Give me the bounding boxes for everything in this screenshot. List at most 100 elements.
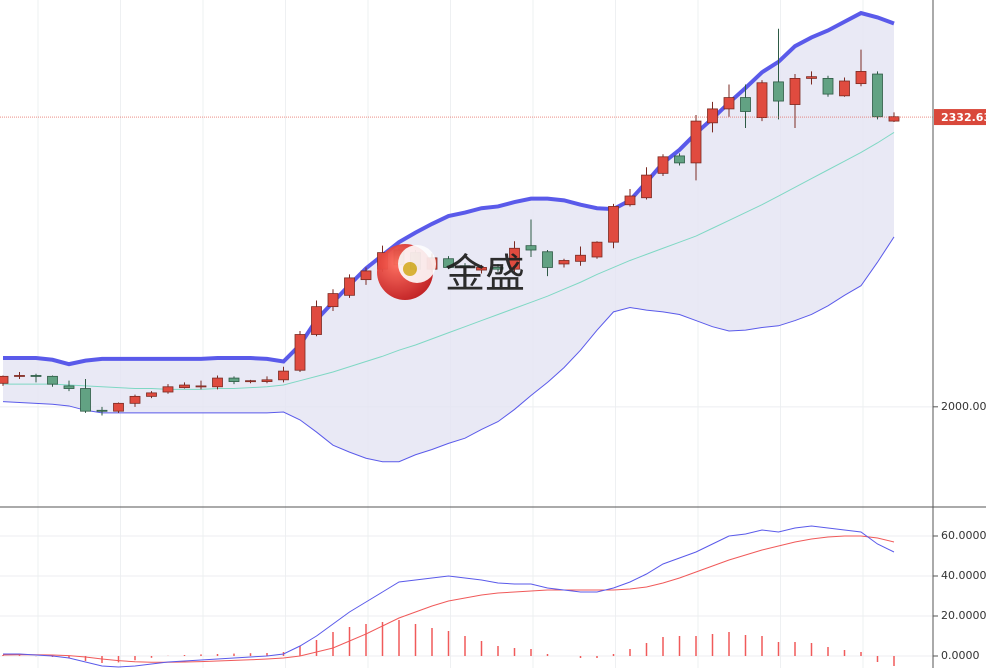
y-tick-label: 20.0000 [941,609,986,622]
histogram-bar [2,655,4,656]
last-price-label: 2332.630 [941,111,986,124]
histogram-bar [480,641,483,656]
candle-body [839,80,850,97]
histogram-bar [777,642,780,656]
histogram-bar [827,647,829,656]
candle-body [657,156,669,174]
histogram-bar [876,656,879,662]
candle-body [294,334,306,371]
histogram-bar [530,649,532,656]
candle-body [591,241,603,258]
histogram-bar [678,636,681,656]
logo-ball [403,262,417,276]
plot-area [0,10,933,668]
candle-body [542,251,553,268]
histogram-bar [579,656,582,658]
band-fill [3,13,894,462]
candle-body [261,379,273,382]
candle-body [575,254,586,262]
candle-body [47,375,58,385]
candle-body [674,155,685,164]
candle-body [723,97,735,110]
histogram-bar [860,652,862,656]
candle-body [245,380,256,383]
candle-body [113,402,124,412]
watermark-text: 金盛 [445,251,525,297]
candle-body [509,247,520,270]
histogram-bar [233,653,235,656]
candle-body [641,174,652,199]
histogram-bar [447,631,450,656]
candle-body [872,73,883,118]
histogram-bar [645,643,648,656]
candle-body [624,195,636,206]
y-tick-label: 60.0000 [941,529,986,542]
candle-body [690,120,702,164]
candle-body [608,206,619,243]
histogram-bar [794,642,796,656]
histogram-bar [893,656,895,666]
histogram-bar [728,632,730,656]
histogram-bar [134,656,136,661]
candle-body [476,267,487,271]
candle-body [789,78,801,105]
candle-body [806,76,817,79]
histogram-bar [596,656,598,658]
candle-body [146,392,157,397]
candle-body [344,277,355,296]
candle-body [228,377,240,382]
histogram-bar [810,643,813,656]
histogram-bar [398,620,400,656]
histogram-bar [414,624,417,656]
candle-body [212,377,223,388]
candle-body [773,81,784,102]
histogram-bar [183,655,186,656]
candle-body [179,384,190,389]
histogram-bar [612,654,615,656]
histogram-bar [200,654,202,656]
candle-body [63,385,75,389]
histogram-bar [249,653,252,656]
histogram-bar [629,649,631,656]
y-tick-label: 40.0000 [941,569,986,582]
candle-body [195,385,207,388]
histogram-bar [216,654,219,656]
histogram-bar [546,654,549,656]
lower-band [2,236,895,463]
last-price-box [934,109,986,126]
histogram-bar [464,636,466,656]
candle-body [756,82,768,119]
histogram-bar [68,656,70,659]
histogram-bar [711,634,714,656]
histogram-bar [744,635,747,656]
candle-body [740,97,751,112]
histogram-bar [299,646,301,656]
histogram-bar [513,648,516,656]
histogram-bar [381,622,384,656]
histogram-bar [266,653,268,656]
signal-line [2,535,895,663]
histogram-bar [365,624,367,656]
histogram-bar [117,656,120,663]
candle-body [80,388,91,412]
watermark: 金盛 [377,244,525,300]
candle-body [492,267,504,270]
candle-body [459,265,471,268]
candle-body [443,258,454,268]
macd-line [3,525,895,668]
axis: 2000.00 2332.630 0.0000 20.0000 40.0000 60.00… [933,109,986,662]
middle-band [3,131,895,390]
candle-body [360,270,372,281]
grid [0,0,933,668]
candle-body [855,71,867,85]
histogram-bar [662,637,664,656]
candle-body [278,370,289,381]
histogram-bar [315,640,318,656]
candle-body [14,375,25,377]
y-tick-label: 2000.00 [941,400,986,413]
histogram-bar [843,650,846,656]
candle-body [327,293,339,308]
histogram-bar [695,636,697,656]
candle-body [129,395,141,404]
